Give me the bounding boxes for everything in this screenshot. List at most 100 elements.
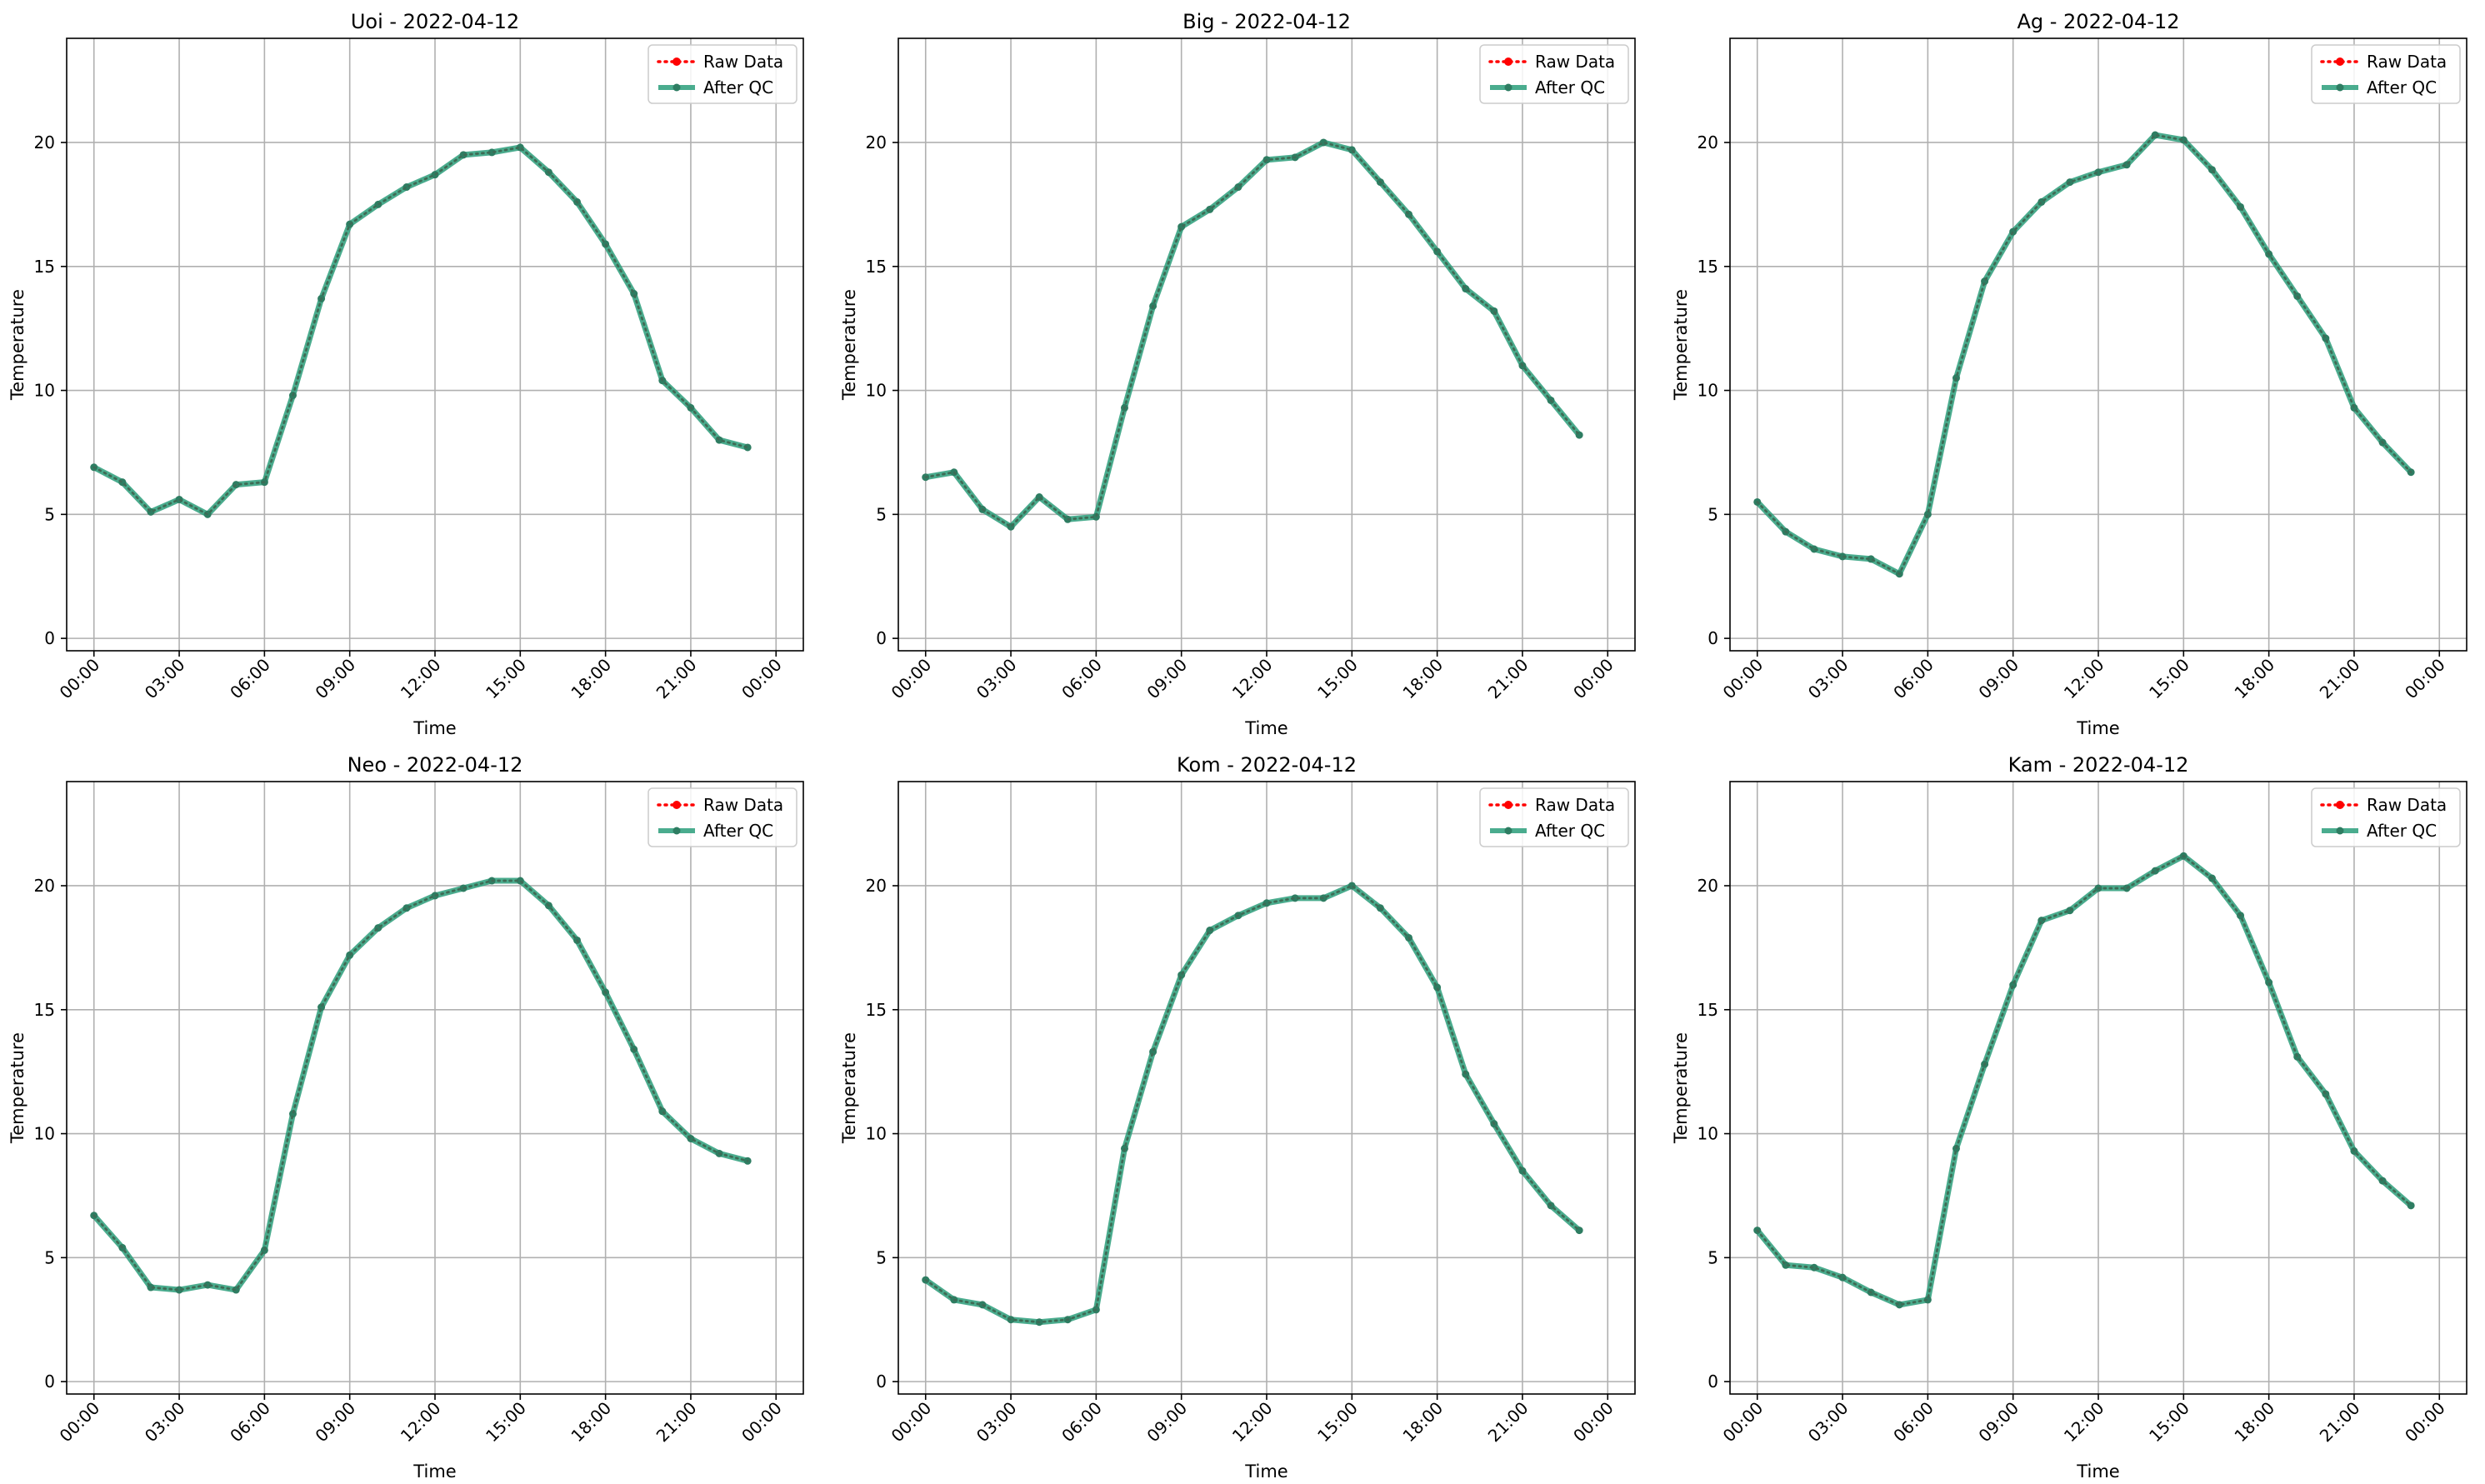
data-point-after-qc	[2265, 978, 2273, 987]
y-tick-label: 5	[1708, 1247, 1718, 1267]
x-tick-label: 00:00	[1569, 655, 1618, 703]
data-point-after-qc	[203, 1281, 212, 1289]
x-tick-label: 09:00	[1142, 1398, 1191, 1447]
y-tick-label: 15	[866, 257, 887, 277]
x-tick-label: 00:00	[888, 1398, 936, 1447]
data-point-after-qc	[1149, 1047, 1158, 1056]
x-tick-label: 15:00	[2145, 655, 2193, 703]
data-point-after-qc	[488, 148, 496, 157]
legend-label: After QC	[703, 821, 773, 841]
legend-label: Raw Data	[1535, 52, 1615, 72]
series-line-raw-data	[92, 146, 749, 517]
legend-label: Raw Data	[2367, 795, 2447, 815]
panel-5: 0 5 10 15 20 00:00 03:00 06:00 09:00 12:00 15:00 18…	[839, 753, 1636, 1482]
legend-label: Raw Data	[703, 52, 783, 72]
x-tick-label: 21:00	[2316, 655, 2364, 703]
x-tick-label: 21:00	[652, 1398, 701, 1447]
x-tick-label: 12:00	[397, 1398, 445, 1447]
x-tick-label: 21:00	[652, 655, 701, 703]
x-tick-label: 15:00	[1313, 655, 1362, 703]
x-tick-label: 03:00	[141, 655, 189, 703]
data-point-after-qc	[2322, 1090, 2330, 1098]
chart-title: Ag - 2022-04-12	[2017, 10, 2179, 33]
data-point-after-qc	[2094, 168, 2102, 177]
x-axis-label: Time	[1244, 1462, 1288, 1482]
y-tick-label: 0	[44, 1372, 55, 1392]
legend-marker-raw-data	[1504, 801, 1512, 809]
x-tick-label: 06:00	[226, 655, 274, 703]
x-tick-label: 15:00	[1313, 1398, 1362, 1447]
chart-title: Kam - 2022-04-12	[2008, 753, 2189, 777]
legend-marker-raw-data	[1504, 57, 1512, 66]
data-point-after-qc	[1923, 1296, 1932, 1304]
legend-marker-raw-data	[672, 57, 681, 66]
data-point-after-qc	[1810, 1263, 1818, 1272]
y-tick-label: 0	[1708, 628, 1718, 648]
y-tick-label: 10	[866, 1124, 887, 1144]
series-line-raw-data-overlay	[1756, 133, 2412, 576]
x-tick-label: 06:00	[1889, 655, 1938, 703]
y-tick-label: 5	[44, 1247, 55, 1267]
legend-label: After QC	[2367, 77, 2437, 97]
x-tick-label: 12:00	[397, 655, 445, 703]
chart-title: Big - 2022-04-12	[1182, 10, 1351, 33]
legend-marker-raw-data	[672, 801, 681, 809]
x-tick-label: 21:00	[2316, 1398, 2364, 1447]
series-line-after-qc	[923, 882, 1582, 1326]
y-tick-label: 20	[866, 876, 887, 896]
x-tick-label: 03:00	[1804, 1398, 1852, 1447]
y-axis-label: Temperature	[839, 1032, 859, 1144]
series-line-raw-data-overlay	[92, 879, 749, 1292]
legend-label: After QC	[2367, 821, 2437, 841]
x-axis-label: Time	[2076, 1462, 2119, 1482]
x-tick-label: 06:00	[1058, 1398, 1106, 1447]
x-tick-label: 00:00	[56, 655, 104, 703]
y-tick-label: 5	[876, 504, 887, 524]
x-tick-label: 21:00	[1484, 655, 1532, 703]
y-tick-label: 15	[34, 257, 55, 277]
y-axis-label: Temperature	[8, 289, 28, 401]
legend-label: After QC	[703, 77, 773, 97]
legend-marker-raw-data	[2336, 57, 2344, 66]
x-axis-label: Time	[412, 1462, 456, 1482]
x-tick-label: 12:00	[1228, 655, 1277, 703]
data-point-after-qc	[1291, 894, 1299, 902]
x-tick-label: 06:00	[1889, 1398, 1938, 1447]
series-line-raw-data-overlay	[92, 146, 749, 516]
y-tick-label: 10	[1698, 381, 1718, 401]
y-tick-label: 0	[876, 1372, 887, 1392]
legend: Raw Data After QC	[648, 787, 798, 847]
y-tick-label: 10	[1698, 1124, 1718, 1144]
panel-4: 0 5 10 15 20 00:00 03:00 06:00 09:00 12:00 15:00 18…	[8, 753, 804, 1482]
x-tick-label: 21:00	[1484, 1398, 1532, 1447]
y-tick-label: 0	[44, 628, 55, 648]
y-tick-label: 15	[1698, 257, 1718, 277]
y-tick-label: 5	[876, 1247, 887, 1267]
data-point-after-qc	[1838, 552, 1847, 561]
legend-label: Raw Data	[703, 795, 783, 815]
y-tick-label: 20	[34, 132, 55, 152]
series-line-after-qc	[92, 144, 749, 517]
y-axis-label: Temperature	[8, 1032, 28, 1144]
y-tick-label: 20	[866, 132, 887, 152]
legend-label: After QC	[1535, 821, 1605, 841]
legend: Raw Data After QC	[1479, 787, 1629, 847]
y-tick-label: 10	[34, 1124, 55, 1144]
x-tick-label: 15:00	[2145, 1398, 2193, 1447]
panel-3: 0 5 10 15 20 00:00 03:00 06:00 09:00 12:00 15:00 18…	[1671, 10, 2468, 738]
y-tick-label: 15	[866, 1000, 887, 1020]
x-tick-label: 09:00	[311, 655, 359, 703]
x-tick-label: 18:00	[2230, 655, 2278, 703]
data-point-after-qc	[288, 1110, 297, 1118]
legend: Raw Data After QC	[648, 44, 798, 104]
legend: Raw Data After QC	[2311, 44, 2461, 104]
x-tick-label: 18:00	[1398, 1398, 1447, 1447]
y-tick-label: 20	[1698, 132, 1718, 152]
x-tick-label: 09:00	[311, 1398, 359, 1447]
y-tick-label: 0	[1708, 1372, 1718, 1392]
series-line-raw-data-overlay	[1756, 854, 2412, 1307]
x-tick-label: 12:00	[2060, 655, 2108, 703]
series-line-after-qc	[1755, 852, 2413, 1308]
x-tick-label: 18:00	[567, 655, 615, 703]
series-line-after-qc	[925, 139, 1582, 530]
